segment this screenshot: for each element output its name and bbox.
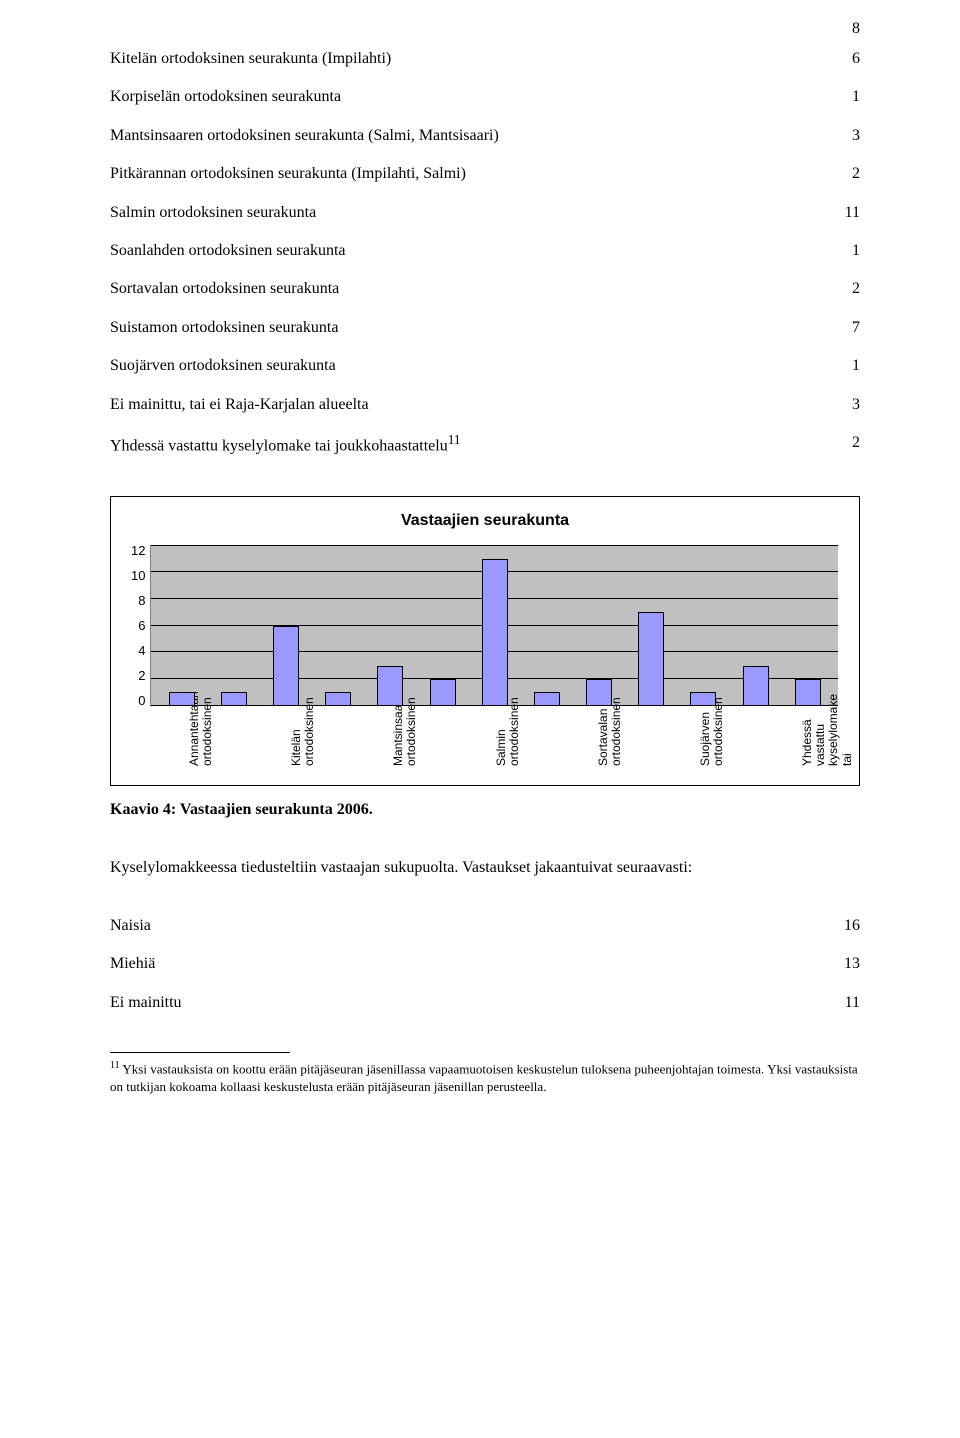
chart-bar [743, 666, 769, 706]
table-row-value: 2 [820, 424, 860, 466]
table-row-label: Salmin ortodoksinen seurakunta [110, 194, 820, 232]
chart-bar [377, 666, 403, 706]
chart-bar [273, 626, 299, 706]
chart-bar [795, 679, 821, 706]
table-row-value: 3 [820, 117, 860, 155]
table-row-value: 2 [820, 270, 860, 308]
x-label: Salminortodoksinen [466, 711, 524, 771]
table-row-label: Mantsinsaaren ortodoksinen seurakunta (S… [110, 117, 820, 155]
footnote-separator [110, 1052, 290, 1053]
chart-bar [534, 692, 560, 705]
x-label: Annantehtaanortodoksinen [159, 711, 217, 771]
footnote-number: 11 [110, 1060, 120, 1071]
x-label [635, 711, 661, 771]
table-row-value: 11 [820, 194, 860, 232]
table-row-label: Naisia [110, 907, 820, 945]
chart-bar [169, 692, 195, 705]
x-label [226, 711, 252, 771]
chart-plot [150, 545, 839, 707]
table-row-label: Miehiä [110, 945, 820, 983]
chart-bar [430, 679, 456, 706]
x-label: Sortavalanortodoksinen [568, 711, 626, 771]
y-tick: 8 [138, 593, 145, 608]
x-label [328, 711, 354, 771]
table-row-label: Kitelän ortodoksinen seurakunta (Impilah… [110, 40, 820, 78]
x-axis-labels: Annantehtaanortodoksinen Kitelänortodoksi… [150, 707, 839, 771]
y-tick: 4 [138, 643, 145, 658]
x-label [737, 711, 763, 771]
footnote: 11 Yksi vastauksista on koottu erään pit… [110, 1059, 860, 1095]
chart-bar [586, 679, 612, 706]
table-row-value: 13 [820, 945, 860, 983]
x-label [431, 711, 457, 771]
chart-bar [221, 692, 247, 705]
y-tick: 2 [138, 668, 145, 683]
chart-bars [155, 546, 834, 706]
x-label: Kitelänortodoksinen [261, 711, 319, 771]
table-row-value: 11 [820, 984, 860, 1022]
body-paragraph: Kyselylomakkeessa tiedusteltiin vastaaja… [110, 849, 860, 887]
table-row-label: Suistamon ortodoksinen seurakunta [110, 309, 820, 347]
table-row-value: 1 [820, 78, 860, 116]
y-tick: 0 [138, 693, 145, 708]
y-tick: 10 [131, 568, 145, 583]
gender-table: Naisia16Miehiä13Ei mainittu11 [110, 907, 860, 1022]
table-row-value: 7 [820, 309, 860, 347]
chart-bar [482, 559, 508, 706]
table-row-label: Ei mainittu [110, 984, 820, 1022]
table-row-value: 6 [820, 40, 860, 78]
table-row-value: 16 [820, 907, 860, 945]
seurakunta-table: Kitelän ortodoksinen seurakunta (Impilah… [110, 40, 860, 466]
chart-container: Vastaajien seurakunta 12 10 8 6 4 2 0 Annanteh… [110, 496, 860, 786]
table-row-value: 3 [820, 386, 860, 424]
chart-bar [325, 692, 351, 705]
table-row-label: Ei mainittu, tai ei Raja-Karjalan alueel… [110, 386, 820, 424]
table-row-value: 2 [820, 155, 860, 193]
table-row-label: Korpiselän ortodoksinen seurakunta [110, 78, 820, 116]
chart-title: Vastaajien seurakunta [131, 512, 839, 530]
chart-bar [638, 612, 664, 705]
x-label: Yhdessä vastattukyselylomake tai [772, 711, 830, 771]
y-tick: 12 [131, 543, 145, 558]
chart-caption: Kaavio 4: Vastaajien seurakunta 2006. [110, 801, 860, 819]
chart-bar [690, 692, 716, 705]
y-axis: 12 10 8 6 4 2 0 [131, 543, 150, 708]
x-label [533, 711, 559, 771]
table-row-label: Sortavalan ortodoksinen seurakunta [110, 270, 820, 308]
table-row-value: 1 [820, 347, 860, 385]
table-row-label: Suojärven ortodoksinen seurakunta [110, 347, 820, 385]
x-label: Suojärvenortodoksinen [670, 711, 728, 771]
table-row-label: Yhdessä vastattu kyselylomake tai joukko… [110, 424, 820, 466]
table-row-value: 1 [820, 232, 860, 270]
y-tick: 6 [138, 618, 145, 633]
footnote-text: Yksi vastauksista on koottu erään pitäjä… [110, 1062, 858, 1095]
table-row-label: Pitkärannan ortodoksinen seurakunta (Imp… [110, 155, 820, 193]
page-number: 8 [852, 20, 860, 38]
table-row-label: Soanlahden ortodoksinen seurakunta [110, 232, 820, 270]
x-label: Mantsinsaarenortodoksinen [363, 711, 421, 771]
